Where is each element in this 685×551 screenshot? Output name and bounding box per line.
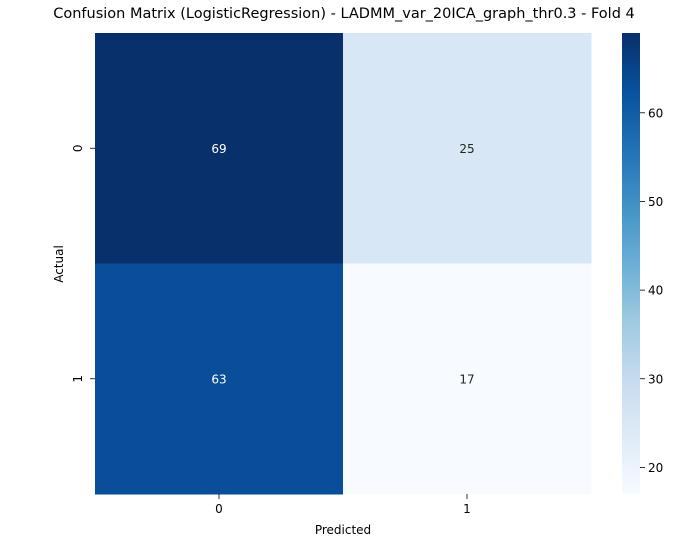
heatmap-cell-r1-c0 [95, 263, 344, 495]
cell-value-label: 17 [459, 372, 474, 386]
chart-title: Confusion Matrix (LogisticRegression) - … [53, 6, 635, 22]
colorbar-tick-label: 60 [648, 106, 663, 120]
y-tick-label: 0 [71, 144, 85, 152]
cell-value-label: 69 [211, 142, 226, 156]
colorbar-tick-label: 30 [648, 372, 663, 386]
y-axis-label: Actual [52, 245, 66, 283]
x-tick-label: 0 [215, 502, 223, 516]
x-tick-label: 1 [463, 502, 471, 516]
heatmap-cell-r1-c1 [343, 263, 592, 495]
colorbar-tick-label: 40 [648, 284, 663, 298]
colorbar-tick-label: 50 [648, 195, 663, 209]
heatmap-cells [95, 33, 592, 495]
heatmap-cell-r0-c1 [343, 33, 592, 264]
cell-value-label: 25 [459, 142, 474, 156]
heatmap-cell-r0-c0 [95, 33, 344, 264]
y-tick-label: 1 [71, 375, 85, 383]
y-axis: 01 [71, 144, 95, 383]
colorbar [622, 33, 640, 494]
colorbar-tick-label: 20 [648, 461, 663, 475]
cell-value-label: 63 [211, 372, 226, 386]
x-axis-label: Predicted [315, 523, 371, 537]
heatmap-cell-labels: 69 25 63 17 [211, 142, 474, 387]
colorbar-ticks: 20 30 40 50 60 [640, 106, 663, 475]
